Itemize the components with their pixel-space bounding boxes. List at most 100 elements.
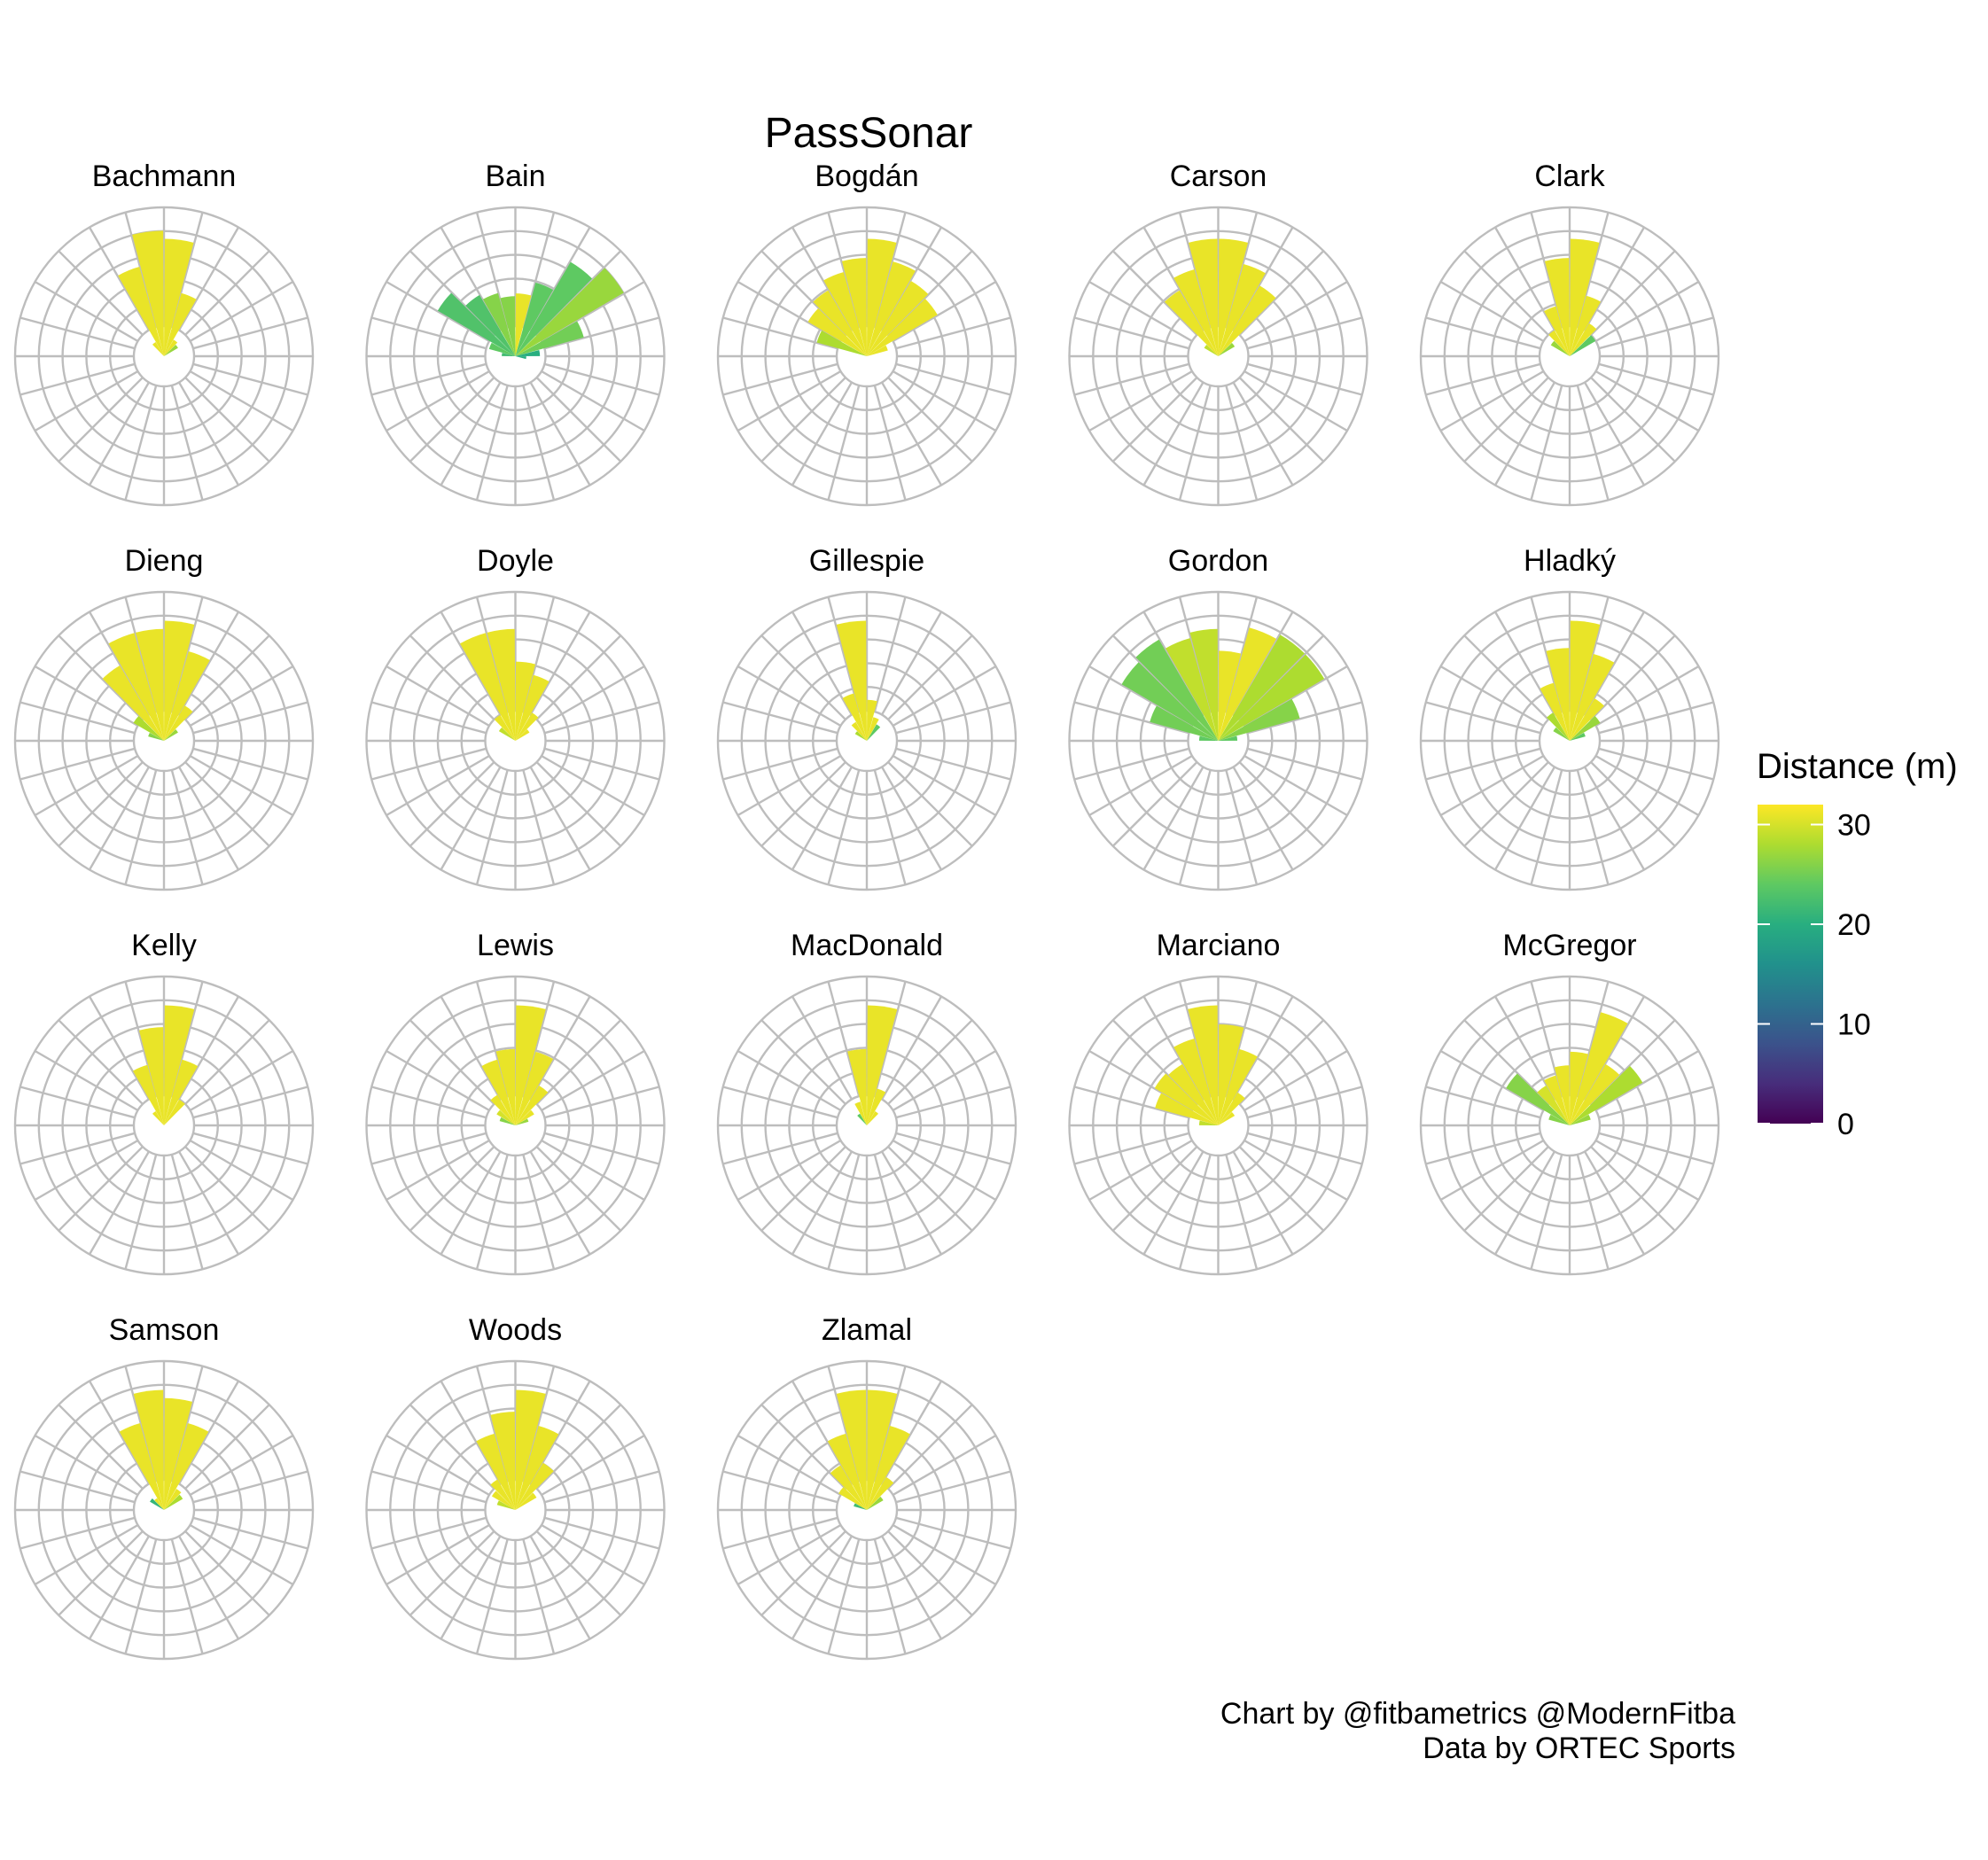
sonar-bar [490, 1479, 516, 1510]
grid-spoke [535, 377, 622, 463]
grid-spoke [88, 1150, 151, 1256]
sonar-bar [867, 699, 877, 741]
legend-tick-label: 20 [1837, 908, 1871, 942]
chart-title: PassSonar [765, 110, 973, 157]
grid-ring [1187, 1093, 1250, 1157]
grid-spoke [1439, 280, 1545, 343]
grid-ring [812, 686, 923, 797]
grid-spoke [1225, 769, 1259, 885]
sonar-bar [481, 1059, 516, 1125]
sonar-bar [102, 665, 164, 741]
grid-spoke [19, 1132, 136, 1165]
grid-spoke [1111, 377, 1198, 463]
grid-spoke [827, 596, 861, 712]
sonar-bar [867, 1111, 878, 1125]
grid-ring [1139, 1047, 1298, 1204]
grid-spoke [58, 377, 144, 463]
panel-label: Dieng [125, 544, 204, 578]
grid-spoke [1243, 370, 1348, 432]
grid-spoke [737, 280, 842, 343]
grid-spoke [529, 1535, 591, 1640]
grid-spoke [1247, 1132, 1363, 1165]
panel-label: Hladký [1524, 544, 1616, 578]
grid-spoke [88, 381, 151, 486]
sonar-bar [841, 258, 867, 356]
panel-woods: Woods [365, 1313, 666, 1661]
grid-spoke [34, 1523, 139, 1586]
sonar-bar [515, 1425, 559, 1510]
grid-spoke [34, 1434, 139, 1497]
grid-spoke [541, 280, 645, 343]
grid-spoke [1142, 1150, 1204, 1256]
sonar-bar [515, 1492, 537, 1510]
grid-spoke [1111, 634, 1198, 720]
sonar-bar [1537, 1085, 1570, 1125]
grid-spoke [1238, 1019, 1325, 1105]
grid-spoke [541, 370, 645, 432]
grid-ring [764, 638, 970, 844]
grid-spoke [1425, 362, 1541, 396]
panel-label: Lewis [477, 929, 554, 962]
grid-spoke [895, 747, 1011, 781]
sonar-bar [133, 715, 164, 741]
panel-label: Gordon [1168, 544, 1268, 578]
panel-doyle: Doyle [365, 544, 666, 891]
sonar-bar [823, 271, 867, 356]
polar-grid [1068, 975, 1368, 1276]
grid-spoke [58, 1146, 144, 1232]
grid-spoke [386, 1139, 490, 1202]
grid-spoke [522, 981, 556, 1097]
sonar-bar [1173, 268, 1219, 356]
sonar-bar [496, 1500, 516, 1510]
grid-spoke [541, 754, 645, 817]
grid-spoke [1439, 1049, 1545, 1112]
grid-spoke [522, 1538, 556, 1654]
grid-spoke [19, 1470, 136, 1504]
sonar-bar [1570, 698, 1604, 741]
legend-tick-label: 10 [1837, 1008, 1871, 1042]
grid-spoke [1590, 1146, 1676, 1232]
grid-spoke [177, 1150, 240, 1256]
sonar-bar [1204, 345, 1219, 356]
panel-samson: Samson [13, 1313, 315, 1661]
sonar-bar [465, 294, 516, 356]
sonar-bar [132, 1064, 164, 1125]
grid-spoke [370, 747, 487, 781]
sonar-bar [1547, 712, 1570, 741]
grid-spoke [386, 1434, 490, 1497]
grid-spoke [529, 1380, 591, 1485]
grid-ring [365, 975, 666, 1276]
grid-ring [61, 253, 267, 459]
grid-spoke [19, 1516, 136, 1550]
sonar-bar [867, 299, 938, 356]
polar-grid [716, 975, 1017, 1276]
grid-ring [764, 1407, 970, 1613]
sonar-bar [1570, 1051, 1589, 1125]
sonar-bar [164, 1422, 209, 1510]
grid-spoke [189, 1523, 294, 1586]
sonar-bar [164, 292, 197, 356]
panel-label: Samson [109, 1313, 220, 1347]
grid-spoke [873, 1366, 907, 1482]
sonar-bar [816, 331, 867, 356]
grid-ring [835, 1093, 899, 1157]
grid-spoke [827, 981, 861, 1097]
grid-ring [812, 301, 923, 412]
grid-ring [1068, 206, 1368, 507]
sonar-bar [490, 1094, 516, 1125]
sonar-bar [108, 633, 164, 741]
sonar-bar [132, 230, 164, 356]
grid-spoke [522, 212, 556, 328]
grid-spoke [1088, 280, 1193, 343]
sonar-bar [515, 1109, 534, 1125]
grid-spoke [124, 212, 158, 328]
grid-spoke [370, 1516, 487, 1550]
polar-grid [13, 975, 315, 1276]
grid-spoke [124, 1154, 158, 1270]
grid-spoke [19, 701, 136, 735]
grid-ring [788, 1431, 946, 1589]
grid-spoke [58, 250, 144, 336]
grid-spoke [1590, 377, 1676, 463]
sonar-bar [1570, 1114, 1591, 1125]
grid-ring [389, 999, 642, 1252]
